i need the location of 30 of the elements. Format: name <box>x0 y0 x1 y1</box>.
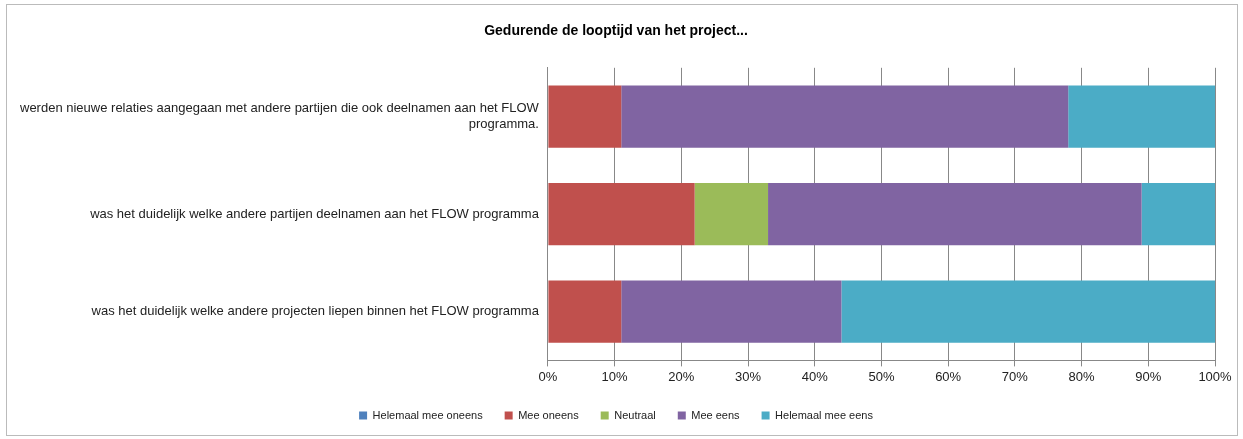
x-tick-label: 60% <box>935 368 962 384</box>
x-tick-label: 70% <box>1001 368 1029 384</box>
y-tick-label: was het duidelijk welke andere projecten liepen binnen het FLOW programma <box>90 303 540 319</box>
y-tick-label: was het duidelijk welke andere partijen deelnamen aan het FLOW programma <box>89 205 540 221</box>
legend-label: Mee oneens <box>518 408 580 421</box>
x-tick-label: 40% <box>801 368 829 384</box>
x-tick-label: 50% <box>868 368 895 384</box>
bar <box>621 85 1069 148</box>
x-tick-label: 30% <box>735 368 762 384</box>
x-tick-label: 20% <box>668 368 695 384</box>
x-tick-label: 0% <box>538 368 558 384</box>
bar <box>548 280 622 343</box>
legend-label: Mee eens <box>691 408 741 421</box>
chart-title: Gedurende de looptijd van het project... <box>484 22 748 39</box>
x-tick-label: 10% <box>601 368 629 384</box>
x-tick-label: 100% <box>1198 368 1233 384</box>
bar <box>841 280 1215 343</box>
bar <box>1141 183 1215 246</box>
legend-label: Helemaal mee oneens <box>372 408 484 421</box>
bar <box>621 280 842 343</box>
x-tick-label: 80% <box>1068 368 1096 384</box>
bar <box>768 183 1142 246</box>
y-tick-label: werden nieuwe relaties aangegaan met andere partijen die ook deelnamen aan het FLOW programma. <box>19 100 540 131</box>
bar <box>548 183 695 246</box>
bar <box>694 183 769 246</box>
legend-label: Helemaal mee eens <box>775 408 874 421</box>
legend-label: Neutraal <box>614 408 656 421</box>
bar <box>548 85 622 148</box>
x-tick-label: 90% <box>1135 368 1162 384</box>
bar <box>1068 85 1215 148</box>
